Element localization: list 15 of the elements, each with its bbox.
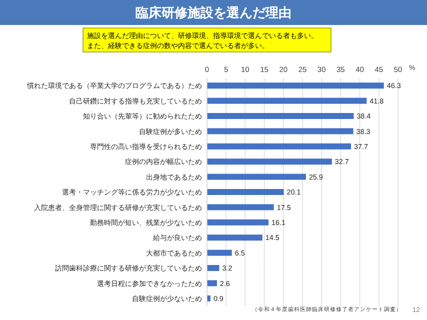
title: 臨床研修施設を選んだ理由 xyxy=(136,5,292,20)
bar xyxy=(207,280,217,286)
bar xyxy=(207,174,306,180)
bar xyxy=(207,158,332,165)
bar xyxy=(207,219,268,226)
bar xyxy=(207,189,284,195)
bar xyxy=(207,204,274,210)
bar xyxy=(207,128,354,134)
bar xyxy=(207,82,384,89)
bar xyxy=(207,234,262,241)
bar xyxy=(207,265,220,271)
bar xyxy=(207,143,352,150)
bar xyxy=(207,98,367,104)
bar xyxy=(207,113,354,119)
bar xyxy=(207,250,232,256)
